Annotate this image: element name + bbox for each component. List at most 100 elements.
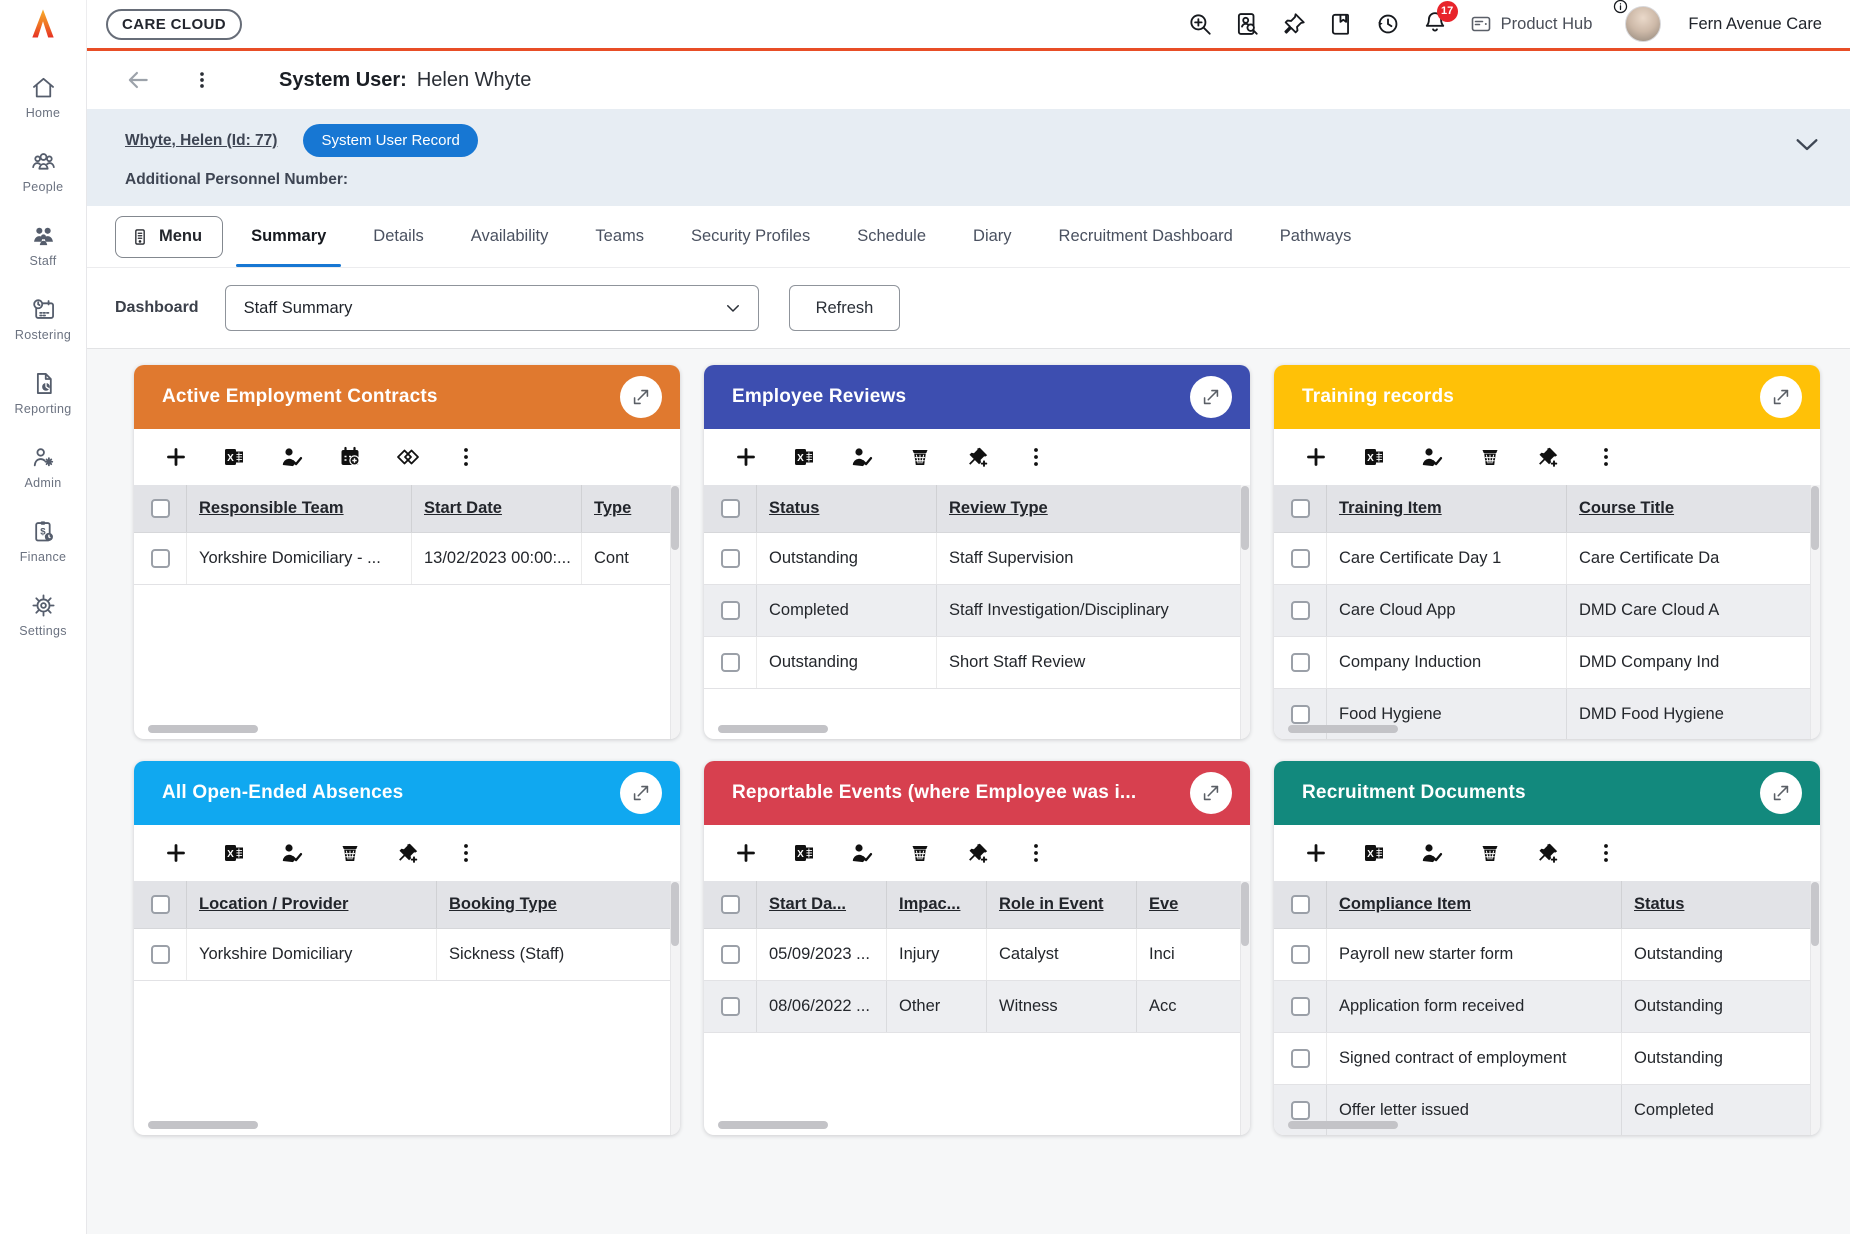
vertical-scrollbar[interactable] [1810, 485, 1820, 739]
delete-button[interactable] [1478, 841, 1502, 865]
tab-schedule[interactable]: Schedule [857, 227, 927, 245]
table-row[interactable]: Yorkshire Domiciliary - ... 13/02/2023 00… [134, 533, 680, 585]
bookmark-button[interactable] [1328, 11, 1354, 37]
expand-button[interactable] [1190, 772, 1232, 814]
vertical-scrollbar-thumb[interactable] [1241, 486, 1249, 550]
brand-pill[interactable]: CARE CLOUD [106, 8, 242, 40]
row-checkbox[interactable] [720, 601, 740, 620]
assign-person-button[interactable] [850, 841, 874, 865]
select-all-checkbox[interactable] [150, 499, 170, 518]
row-checkbox[interactable] [1290, 997, 1310, 1016]
column-header[interactable]: Status [1634, 895, 1685, 913]
delete-button[interactable] [338, 841, 362, 865]
tab-availability[interactable]: Availability [470, 227, 549, 245]
column-header[interactable]: Role in Event [999, 895, 1104, 913]
excel-export-button[interactable]: X [792, 841, 816, 865]
add-button[interactable] [1304, 841, 1328, 865]
column-header[interactable]: Start Da... [769, 895, 847, 913]
column-header[interactable]: Impac... [899, 895, 961, 913]
tab-security-profiles[interactable]: Security Profiles [691, 227, 811, 245]
table-row[interactable]: Payroll new starter form Outstanding [1274, 929, 1820, 981]
more-button[interactable] [1594, 841, 1618, 865]
expand-button[interactable] [1760, 772, 1802, 814]
more-button[interactable] [454, 445, 478, 469]
delete-button[interactable] [908, 841, 932, 865]
app-logo[interactable] [0, 0, 87, 48]
row-checkbox[interactable] [1290, 1101, 1310, 1120]
menu-button[interactable]: Menu [115, 215, 224, 258]
select-all-checkbox[interactable] [720, 895, 740, 914]
row-checkbox[interactable] [1290, 549, 1310, 568]
select-all-checkbox[interactable] [1290, 895, 1310, 914]
tab-details[interactable]: Details [373, 227, 424, 245]
more-button[interactable] [1594, 445, 1618, 469]
tab-pathways[interactable]: Pathways [1279, 227, 1352, 245]
calendar-add-button[interactable] [338, 445, 362, 469]
table-row[interactable]: Outstanding Short Staff Review [704, 637, 1250, 689]
column-header[interactable]: Review Type [949, 499, 1048, 517]
row-checkbox[interactable] [720, 945, 740, 964]
table-row[interactable]: Application form received Outstanding [1274, 981, 1820, 1033]
dashboard-select[interactable]: Staff Summary [224, 285, 759, 331]
expand-button[interactable] [1190, 376, 1232, 418]
account-name[interactable]: Fern Avenue Care [1688, 14, 1822, 33]
pin-add-button[interactable] [1536, 445, 1560, 469]
vertical-scrollbar-thumb[interactable] [1241, 882, 1249, 946]
sidebar-item-home[interactable]: Home [0, 74, 87, 120]
row-checkbox[interactable] [720, 997, 740, 1016]
column-header[interactable]: Responsible Team [199, 499, 344, 517]
pin-add-button[interactable] [396, 841, 420, 865]
sidebar-item-finance[interactable]: $ Finance [0, 518, 87, 564]
table-row[interactable]: 05/09/2023 ... Injury Catalyst Inci [704, 929, 1250, 981]
expand-button[interactable] [620, 772, 662, 814]
collapse-record-bar-button[interactable] [1792, 129, 1822, 162]
delete-button[interactable] [908, 445, 932, 469]
row-checkbox[interactable] [150, 945, 170, 964]
user-avatar[interactable] [1614, 0, 1662, 42]
back-button[interactable] [125, 67, 151, 93]
tab-summary[interactable]: Summary [236, 206, 342, 267]
expand-button[interactable] [620, 376, 662, 418]
vertical-scrollbar-thumb[interactable] [1811, 882, 1819, 946]
sidebar-item-admin[interactable]: Admin [0, 444, 87, 490]
tab-diary[interactable]: Diary [973, 227, 1012, 245]
person-record-search-button[interactable] [1234, 11, 1260, 37]
column-header[interactable]: Type [594, 499, 632, 517]
assign-person-button[interactable] [1420, 841, 1444, 865]
add-button[interactable] [734, 841, 758, 865]
vertical-scrollbar[interactable] [1810, 881, 1820, 1135]
row-checkbox[interactable] [720, 549, 740, 568]
select-all-checkbox[interactable] [150, 895, 170, 914]
assign-person-button[interactable] [280, 841, 304, 865]
column-header[interactable]: Course Title [1579, 499, 1675, 517]
refresh-button[interactable]: Refresh [788, 285, 901, 331]
sidebar-item-people[interactable]: People [0, 148, 87, 194]
row-checkbox[interactable] [1290, 601, 1310, 620]
history-button[interactable] [1375, 11, 1401, 37]
horizontal-scrollbar[interactable] [1288, 725, 1398, 733]
row-checkbox[interactable] [1290, 653, 1310, 672]
horizontal-scrollbar[interactable] [148, 725, 258, 733]
assign-person-button[interactable] [1420, 445, 1444, 469]
record-link[interactable]: Whyte, Helen (Id: 77) [125, 131, 278, 149]
vertical-scrollbar[interactable] [1240, 485, 1250, 739]
row-checkbox[interactable] [1290, 1049, 1310, 1068]
pin-add-button[interactable] [966, 841, 990, 865]
assign-person-button[interactable] [280, 445, 304, 469]
excel-export-button[interactable]: X [1362, 841, 1386, 865]
more-button[interactable] [1024, 841, 1048, 865]
column-header[interactable]: Status [769, 499, 820, 517]
more-button[interactable] [1024, 445, 1048, 469]
column-header[interactable]: Training Item [1339, 499, 1442, 517]
excel-export-button[interactable]: X [222, 445, 246, 469]
add-button[interactable] [734, 445, 758, 469]
column-header[interactable]: Booking Type [449, 895, 557, 913]
row-checkbox[interactable] [720, 653, 740, 672]
sidebar-item-reporting[interactable]: Reporting [0, 370, 87, 416]
notifications-button[interactable]: 17 [1422, 0, 1458, 40]
excel-export-button[interactable]: X [792, 445, 816, 469]
zoom-button[interactable] [1187, 11, 1213, 37]
column-header[interactable]: Eve [1149, 895, 1179, 913]
tags-button[interactable] [396, 445, 420, 469]
table-row[interactable]: Company Induction DMD Company Ind [1274, 637, 1820, 689]
